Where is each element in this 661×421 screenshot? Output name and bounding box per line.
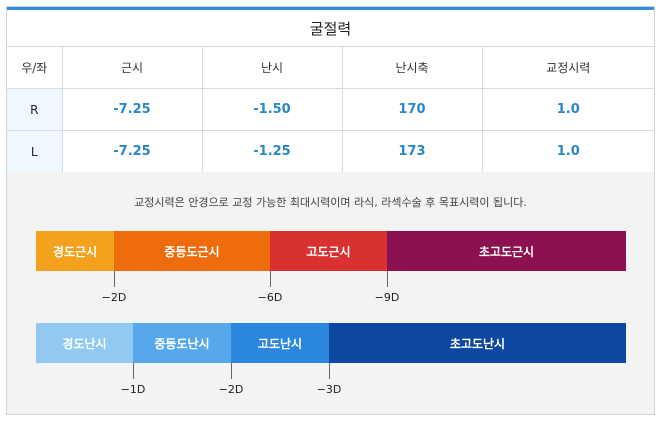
corrected-vision-note: 교정시력은 안경으로 교정 가능한 최대시력이며 라식, 라섹수술 후 목표시력… <box>134 196 527 209</box>
myopia-tick-label: −6D <box>257 291 283 304</box>
astigmatism-scale-bar: 경도난시 중등도난시 고도난시 초고도난시 <box>36 323 626 363</box>
myopia-segment-extreme: 초고도근시 <box>387 231 626 271</box>
astigmatism-tick-line <box>231 363 232 379</box>
myopia-scale-bar: 경도근시 중등도근시 고도근시 초고도근시 <box>36 231 626 271</box>
header-astigmatism: 난시 <box>202 47 343 89</box>
myopia-value: -7.25 <box>62 130 203 173</box>
myopia-tick-line <box>270 271 271 287</box>
refraction-table: 우/좌 근시 난시 난시축 교정시력 R -7.25 -1.50 170 1.0… <box>7 47 654 173</box>
card-title: 굴절력 <box>7 7 654 47</box>
axis-value: 173 <box>342 130 483 173</box>
astigmatism-tick-label: −3D <box>316 383 342 396</box>
myopia-tick-line <box>114 271 115 287</box>
header-axis: 난시축 <box>342 47 483 89</box>
myopia-value: -7.25 <box>62 88 203 131</box>
myopia-tick-label: −9D <box>374 291 400 304</box>
myopia-tick-line <box>387 271 388 287</box>
scale-legend-panel: 교정시력은 안경으로 교정 가능한 최대시력이며 라식, 라섹수술 후 목표시력… <box>7 172 654 414</box>
myopia-segment-mild: 경도근시 <box>36 231 114 271</box>
astigmatism-tick-line <box>133 363 134 379</box>
table-row: R -7.25 -1.50 170 1.0 <box>7 88 654 131</box>
astigmatism-segment-moderate: 중등도난시 <box>133 323 231 363</box>
astigmatism-segment-mild: 경도난시 <box>36 323 133 363</box>
myopia-tick-label: −2D <box>101 291 127 304</box>
header-myopia: 근시 <box>62 47 203 89</box>
astigmatism-value: -1.50 <box>202 88 343 131</box>
astigmatism-segment-high: 고도난시 <box>231 323 329 363</box>
row-eye-label: R <box>7 88 63 131</box>
header-eye: 우/좌 <box>7 47 63 89</box>
myopia-segment-high: 고도근시 <box>270 231 387 271</box>
table-header-row: 우/좌 근시 난시 난시축 교정시력 <box>7 47 654 89</box>
table-row: L -7.25 -1.25 173 1.0 <box>7 130 654 173</box>
corrected-vision-value: 1.0 <box>482 130 654 173</box>
astigmatism-tick-line <box>329 363 330 379</box>
myopia-segment-moderate: 중등도근시 <box>114 231 270 271</box>
astigmatism-segment-extreme: 초고도난시 <box>329 323 626 363</box>
refraction-card: 굴절력 우/좌 근시 난시 난시축 교정시력 R -7.25 -1.50 170… <box>6 6 655 415</box>
axis-value: 170 <box>342 88 483 131</box>
astigmatism-tick-label: −2D <box>218 383 244 396</box>
row-eye-label: L <box>7 130 63 173</box>
astigmatism-value: -1.25 <box>202 130 343 173</box>
header-corrected-vision: 교정시력 <box>482 47 654 89</box>
corrected-vision-value: 1.0 <box>482 88 654 131</box>
astigmatism-tick-label: −1D <box>120 383 146 396</box>
